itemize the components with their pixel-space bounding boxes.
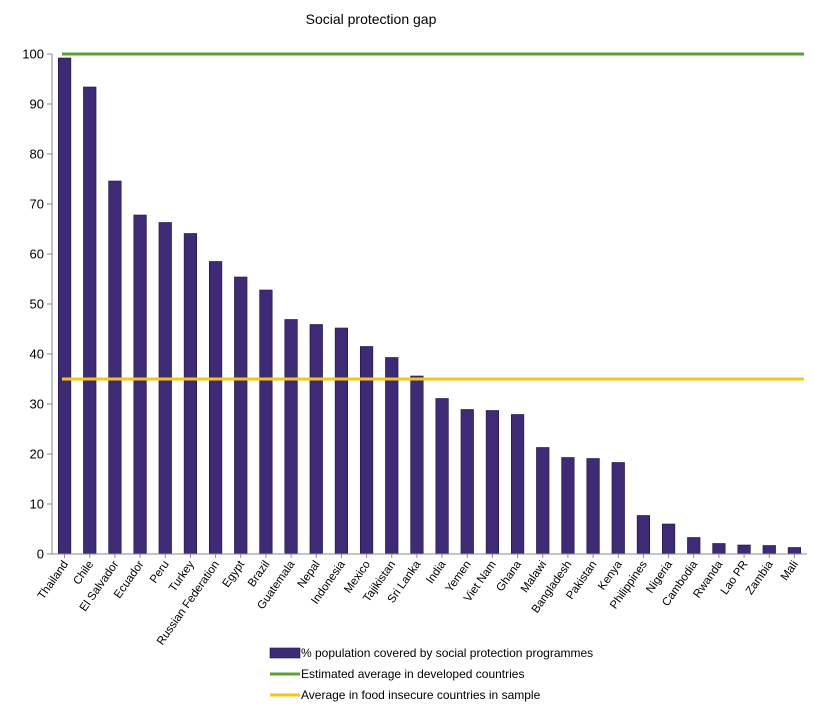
x-tick-label: Peru (148, 559, 172, 586)
bar (284, 319, 298, 555)
bar (234, 276, 248, 555)
legend: % population covered by social protectio… (269, 646, 593, 702)
x-tick-label: Egypt (221, 558, 248, 590)
y-tick-label: 100 (22, 47, 44, 62)
bar (561, 457, 575, 555)
y-tick-label: 0 (37, 547, 44, 562)
bar (83, 86, 97, 555)
bar (108, 180, 122, 555)
bar (762, 545, 776, 555)
bar (208, 261, 223, 555)
x-tick-label: India (424, 558, 448, 586)
bar (460, 409, 474, 555)
bar (510, 414, 525, 555)
x-tick-label: Zambia (744, 558, 776, 597)
bar (57, 57, 72, 555)
bar (309, 324, 323, 555)
bar (586, 458, 600, 555)
y-tick-label: 20 (30, 447, 44, 462)
chart-title: Social protection gap (306, 11, 437, 27)
bar (183, 233, 198, 555)
bar (133, 214, 147, 555)
bar (334, 327, 349, 555)
axes (51, 54, 807, 558)
y-tick-label: 40 (30, 347, 44, 362)
x-tick-label: Chile (71, 559, 96, 587)
legend-swatch (269, 647, 301, 659)
bar (435, 398, 449, 555)
bar (536, 447, 550, 555)
x-tick-label: Mali (779, 559, 801, 583)
legend-label: Average in food insecure countries in sa… (301, 688, 541, 702)
bar (410, 375, 424, 555)
bar (737, 544, 751, 555)
bar (787, 547, 802, 555)
x-tick-label: Thailand (36, 559, 71, 602)
y-tick-label: 60 (30, 247, 44, 262)
legend-label: Estimated average in developed countries (301, 667, 524, 681)
bar (385, 357, 399, 555)
y-tick-label: 30 (30, 397, 44, 412)
bar (687, 537, 701, 555)
y-tick-label: 70 (30, 197, 44, 212)
bar (712, 543, 726, 555)
y-tick-label: 50 (30, 297, 44, 312)
y-tick-label: 90 (30, 97, 44, 112)
bar (259, 289, 273, 555)
bar (636, 515, 651, 555)
legend-label: % population covered by social protectio… (301, 646, 593, 660)
y-tick-label: 80 (30, 147, 44, 162)
bar (158, 222, 172, 555)
bar (611, 462, 625, 555)
reference-lines (62, 52, 804, 381)
y-tick-label: 10 (30, 497, 44, 512)
bar (661, 523, 676, 555)
y-axis-ticks: 0 10 20 30 40 50 60 70 80 90 100 (22, 47, 52, 562)
bar (485, 410, 500, 555)
bars (57, 57, 802, 555)
